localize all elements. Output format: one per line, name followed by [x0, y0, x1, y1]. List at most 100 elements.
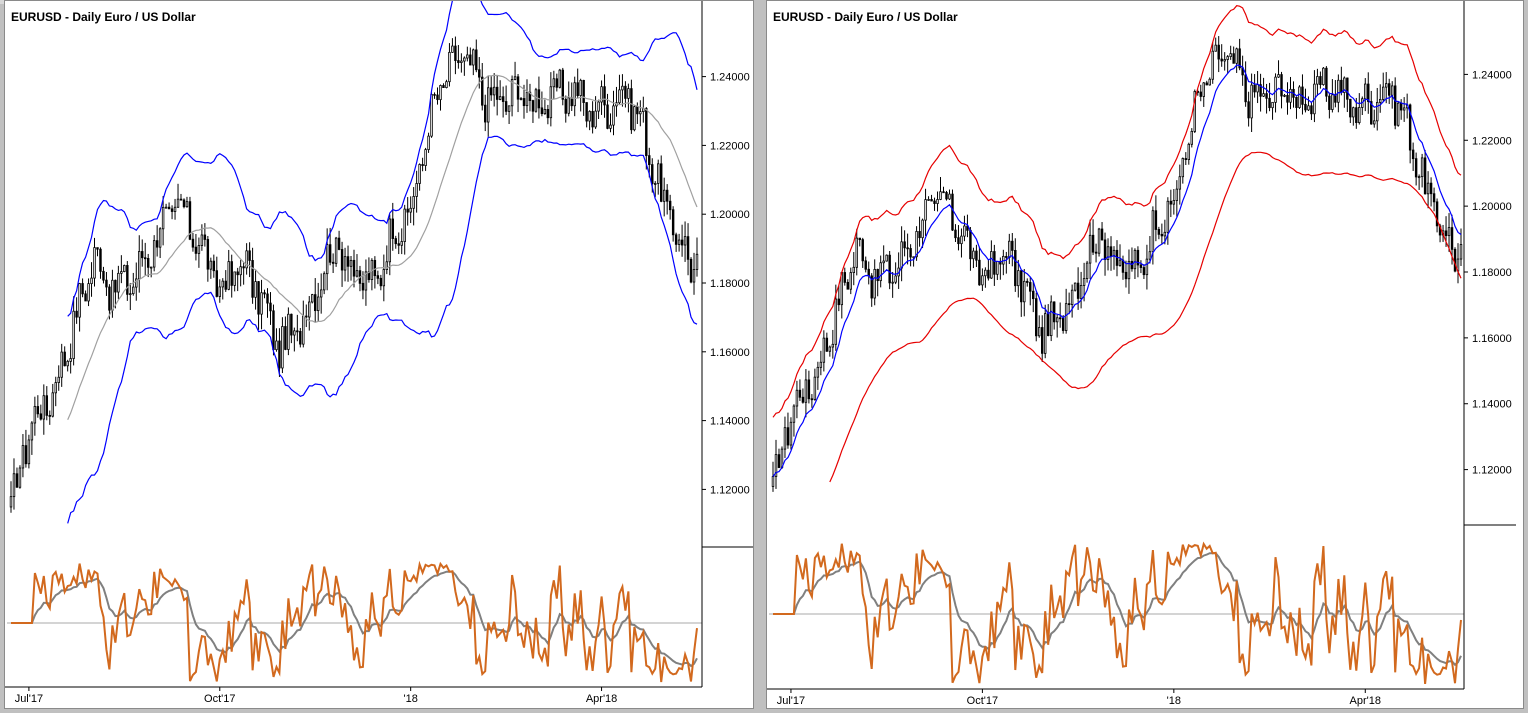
- candle-body: [1343, 77, 1346, 93]
- candle-body: [51, 392, 54, 417]
- candle-body: [969, 229, 972, 260]
- candle-body: [582, 79, 585, 103]
- candle-body: [864, 260, 867, 270]
- candle-body: [777, 454, 781, 468]
- candle-body: [1133, 249, 1137, 270]
- candle-body: [858, 237, 861, 241]
- candle-body: [993, 251, 996, 275]
- candle-body: [188, 201, 192, 240]
- candle-body: [1029, 282, 1032, 292]
- candle-body: [900, 241, 903, 269]
- candle-body: [42, 395, 46, 420]
- candle-body: [1118, 259, 1122, 266]
- candle-body: [1175, 188, 1179, 201]
- y-tick-label: 1.16000: [1472, 333, 1512, 345]
- candle-body: [1298, 86, 1301, 108]
- candle-body: [218, 286, 221, 297]
- candle-body: [1223, 59, 1226, 62]
- candle-body: [1355, 107, 1358, 123]
- candle-body: [1181, 158, 1185, 178]
- candle-body: [1064, 303, 1068, 331]
- candle-body: [1217, 44, 1220, 60]
- candle-body: [495, 86, 499, 100]
- candle-body: [1283, 94, 1286, 97]
- oscillator-right: [769, 541, 1464, 684]
- candle-body: [391, 218, 394, 239]
- candle-body: [155, 240, 159, 248]
- candle-body: [108, 286, 111, 311]
- candle-body: [855, 237, 858, 268]
- candle-body: [1444, 230, 1448, 237]
- candle-body: [1367, 83, 1370, 102]
- candle-body: [924, 199, 927, 221]
- candle-body: [478, 69, 481, 78]
- candle-body: [233, 271, 236, 286]
- candle-body: [573, 82, 576, 107]
- candle-body: [185, 201, 189, 208]
- candle-body: [191, 238, 195, 248]
- candle-body: [891, 281, 894, 284]
- candle-body: [263, 292, 266, 295]
- candle-body: [1136, 249, 1140, 266]
- middle-band-line: [67, 74, 698, 421]
- x-tick-label: Apr'18: [586, 693, 617, 705]
- candle-body: [990, 251, 993, 279]
- candle-body: [78, 283, 81, 318]
- candle-body: [84, 293, 87, 302]
- envelope-middle-line: [772, 64, 1462, 477]
- candle-body: [1253, 84, 1256, 93]
- candle-body: [957, 237, 960, 245]
- candle-body: [603, 86, 606, 106]
- candle-body: [331, 261, 335, 264]
- candle-body: [39, 413, 43, 420]
- chart-window-left[interactable]: 1.24000 1.22000 1.20000 1.18000 1.16000 1.140…: [4, 0, 754, 709]
- candle-body: [657, 163, 660, 184]
- chart-window-right[interactable]: 1.24000 1.22000 1.20000 1.18000 1.16000 1.140…: [766, 0, 1524, 709]
- y-tick-label: 1.14000: [1472, 399, 1512, 411]
- candle-body: [801, 396, 805, 403]
- y-tick-label: 1.18000: [1472, 267, 1512, 279]
- candle-body: [1265, 93, 1268, 99]
- candle-body: [885, 254, 888, 262]
- candle-body: [665, 189, 669, 202]
- candle-body: [200, 234, 204, 246]
- candle-body: [472, 49, 475, 66]
- candle-body: [648, 155, 651, 165]
- candle-body: [996, 260, 999, 275]
- candle-body: [528, 91, 532, 101]
- candle-body: [114, 279, 117, 293]
- candles-right: [771, 36, 1463, 492]
- candle-body: [951, 193, 954, 231]
- candle-body: [385, 261, 389, 270]
- candle-body: [1052, 301, 1056, 323]
- candle-body: [466, 54, 469, 59]
- candle-body: [1402, 107, 1406, 111]
- candle-body: [117, 272, 120, 293]
- candle-body: [45, 395, 49, 416]
- candle-body: [430, 94, 433, 137]
- candle-body: [87, 283, 90, 302]
- candle-body: [1414, 158, 1418, 178]
- candle-body: [1211, 50, 1214, 80]
- candle-body: [361, 282, 365, 291]
- y-tick-label: 1.22000: [1472, 135, 1512, 147]
- candle-body: [792, 405, 796, 423]
- candle-body: [123, 265, 126, 272]
- candle-body: [1232, 53, 1235, 64]
- candle-body: [1088, 234, 1092, 264]
- candle-body: [981, 275, 984, 286]
- candle-body: [534, 89, 538, 112]
- candle-body: [337, 237, 341, 250]
- candle-body: [364, 271, 368, 291]
- candle-body: [382, 269, 386, 287]
- candle-body: [1286, 94, 1289, 103]
- candle-body: [149, 266, 153, 269]
- candle-body: [451, 45, 454, 53]
- candle-body: [90, 277, 93, 285]
- candle-body: [152, 240, 156, 268]
- candle-body: [415, 183, 418, 197]
- candle-body: [135, 278, 138, 288]
- y-tick-label: 1.20000: [710, 209, 750, 221]
- candle-body: [296, 330, 299, 333]
- candle-body: [1169, 200, 1173, 205]
